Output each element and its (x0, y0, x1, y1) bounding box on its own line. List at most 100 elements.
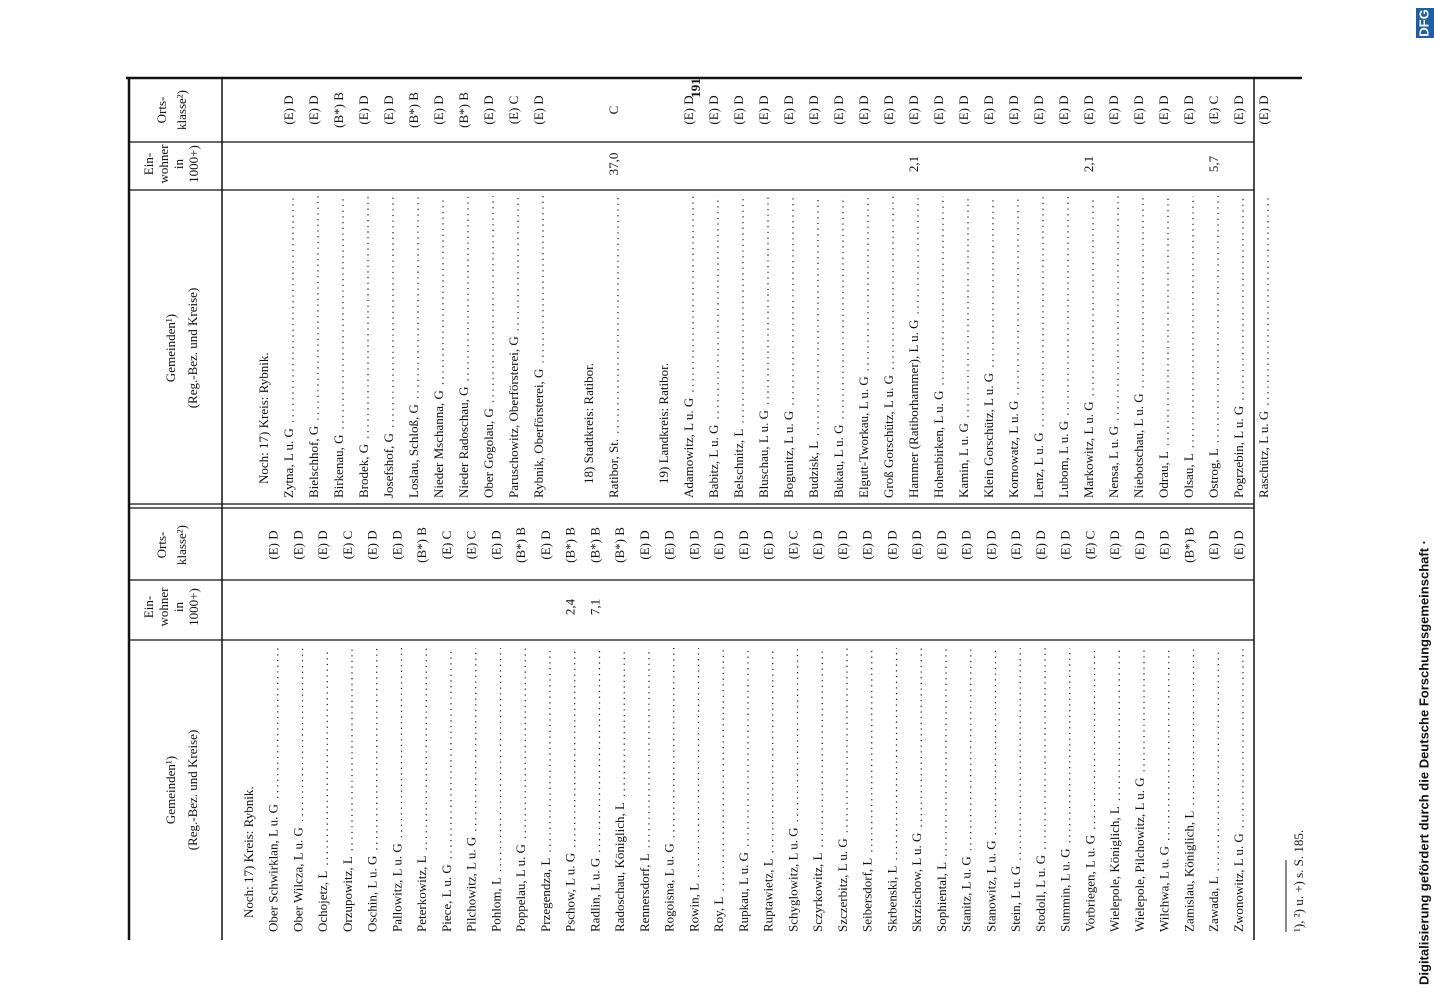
population: 37,0 (606, 153, 621, 176)
population: 2,1 (1081, 156, 1096, 172)
place-name: Nieder Radoschau, G (456, 386, 471, 498)
place-name: Seibersdorf, L (860, 858, 875, 932)
population: 2,4 (563, 598, 578, 615)
town-class: (B*) B (406, 92, 421, 128)
population: 7,1 (587, 599, 602, 615)
place-name: Odrau, L (1156, 451, 1171, 498)
header-label: Orts- (154, 532, 169, 559)
town-class: (E) D (1231, 530, 1246, 559)
place-name: Zytna, L u. G (281, 428, 296, 498)
town-class: (E) D (481, 95, 496, 124)
town-class: (B*) B (587, 527, 602, 563)
place-name: Wielepole, Pilchowitz, L u. G (1132, 777, 1147, 932)
place-name: Roy, L (711, 897, 726, 932)
place-name: Rowin, L (686, 883, 701, 932)
town-class: (E) D (488, 530, 503, 559)
place-name: Ostrog, L (1206, 448, 1221, 498)
town-class: (E) C (785, 531, 800, 560)
header-label: klasse²) (174, 90, 189, 130)
town-class: (E) D (431, 95, 446, 124)
footnote: ¹), ²) u. +) s. S. 185. (1291, 830, 1306, 932)
place-name: Orzupowitz, L (340, 856, 355, 932)
place-name: Rennersdorf, L (637, 853, 652, 932)
town-class: (E) C (1082, 531, 1097, 560)
town-class: (E) D (662, 530, 677, 559)
sidebar-credit: Digitalisierung gefördert durch die Deut… (1416, 540, 1431, 985)
town-class: (E) D (1132, 530, 1147, 559)
town-class: (E) D (983, 530, 998, 559)
town-class: (E) D (356, 95, 371, 124)
town-class: (E) D (959, 530, 974, 559)
place-name: Zawada, L (1206, 876, 1221, 932)
town-class: (E) D (1131, 95, 1146, 124)
place-name: Rogoisna, L u. G (662, 843, 677, 932)
place-name: Schyglowitz, L u. G (785, 827, 800, 932)
town-class: (B*) B (513, 527, 528, 563)
place-name: Ober Wilcza, L u. G (290, 827, 305, 932)
town-class: (E) D (706, 95, 721, 124)
place-name: Kamin, L u. G (956, 423, 971, 498)
town-class: (E) D (856, 95, 871, 124)
place-name: Wielepole, Königlich, L (1107, 806, 1122, 932)
place-name: Bukau, L u. G (831, 424, 846, 498)
town-class: (E) D (266, 530, 281, 559)
town-class: (E) D (1081, 95, 1096, 124)
town-class: (E) D (637, 530, 652, 559)
place-name: Pohlom, L (488, 877, 503, 932)
town-class: (E) C (464, 531, 479, 560)
logo-box (1416, 8, 1434, 38)
header-label: (Reg.-Bez. und Kreise) (185, 730, 200, 851)
place-name: Pschow, L u. G (563, 853, 578, 932)
place-name: Ruptawietz, L (761, 858, 776, 932)
place-name: Bluschau, L u. G (756, 410, 771, 498)
town-class: (E) D (884, 530, 899, 559)
place-name: Ober Gogolau, G (481, 408, 496, 498)
town-class: (E) D (906, 95, 921, 124)
town-class: (E) D (1033, 530, 1048, 559)
place-name: Skrbenski, L (884, 866, 899, 933)
town-class: (E) D (1031, 95, 1046, 124)
town-class: (E) D (1056, 95, 1071, 124)
page-number: 191 (688, 78, 703, 98)
place-name: Josefshof, G (381, 433, 396, 498)
header-label: Gemeinden¹) (163, 756, 178, 824)
town-class: (B*) B (331, 92, 346, 128)
town-class: (E) D (1156, 95, 1171, 124)
place-name: Budzisk, L (806, 441, 821, 498)
town-class: (E) D (1058, 530, 1073, 559)
place-name: Sczyrkowitz, L (810, 853, 825, 932)
town-class: (E) D (881, 95, 896, 124)
town-class: (E) D (1106, 95, 1121, 124)
place-name: Paruschowitz, Oberförsterei, G (506, 336, 521, 498)
place-name: Pogrzebin, L u. G (1231, 406, 1246, 498)
town-class: (B*) B (414, 527, 429, 563)
header-label: Ein- (141, 153, 156, 175)
place-name: Ratibor, St. (606, 439, 621, 498)
place-name: Elgutt-Tworkau, L u. G (856, 376, 871, 498)
town-class: (E) C (506, 96, 521, 125)
place-name: Poppelau, L u. G (513, 844, 528, 932)
place-name: Summin, L u. G (1058, 848, 1073, 932)
header-label: wohner (156, 144, 171, 184)
place-name: Peterkowitz, L (414, 855, 429, 932)
place-name: Adamowitz, L u. G (681, 398, 696, 498)
town-class: (E) D (365, 530, 380, 559)
town-class: (E) D (981, 95, 996, 124)
place-name: Nieder Mschanna, G (431, 390, 446, 498)
header-label: 1000+) (186, 588, 201, 626)
place-name: Markowitz, L u. G (1081, 401, 1096, 498)
population: 5,7 (1206, 155, 1221, 172)
town-class: (E) D (1181, 95, 1196, 124)
town-class: (E) D (756, 95, 771, 124)
town-class: (E) D (538, 530, 553, 559)
place-name: Nensa, L u. G (1106, 426, 1121, 498)
place-name: Wilchwa, L u. G (1157, 846, 1172, 932)
place-name: Lubom, L u. G (1056, 421, 1071, 498)
section-heading: Noch: 17) Kreis: Rybnik. (256, 352, 271, 484)
town-class: (E) D (909, 530, 924, 559)
town-class: (E) D (1231, 95, 1246, 124)
town-class: (E) D (531, 95, 546, 124)
place-name: Radlin, L u. G (587, 858, 602, 932)
place-name: Ober Schwirklan, L u. G (266, 804, 281, 932)
header-label: in (171, 158, 186, 169)
